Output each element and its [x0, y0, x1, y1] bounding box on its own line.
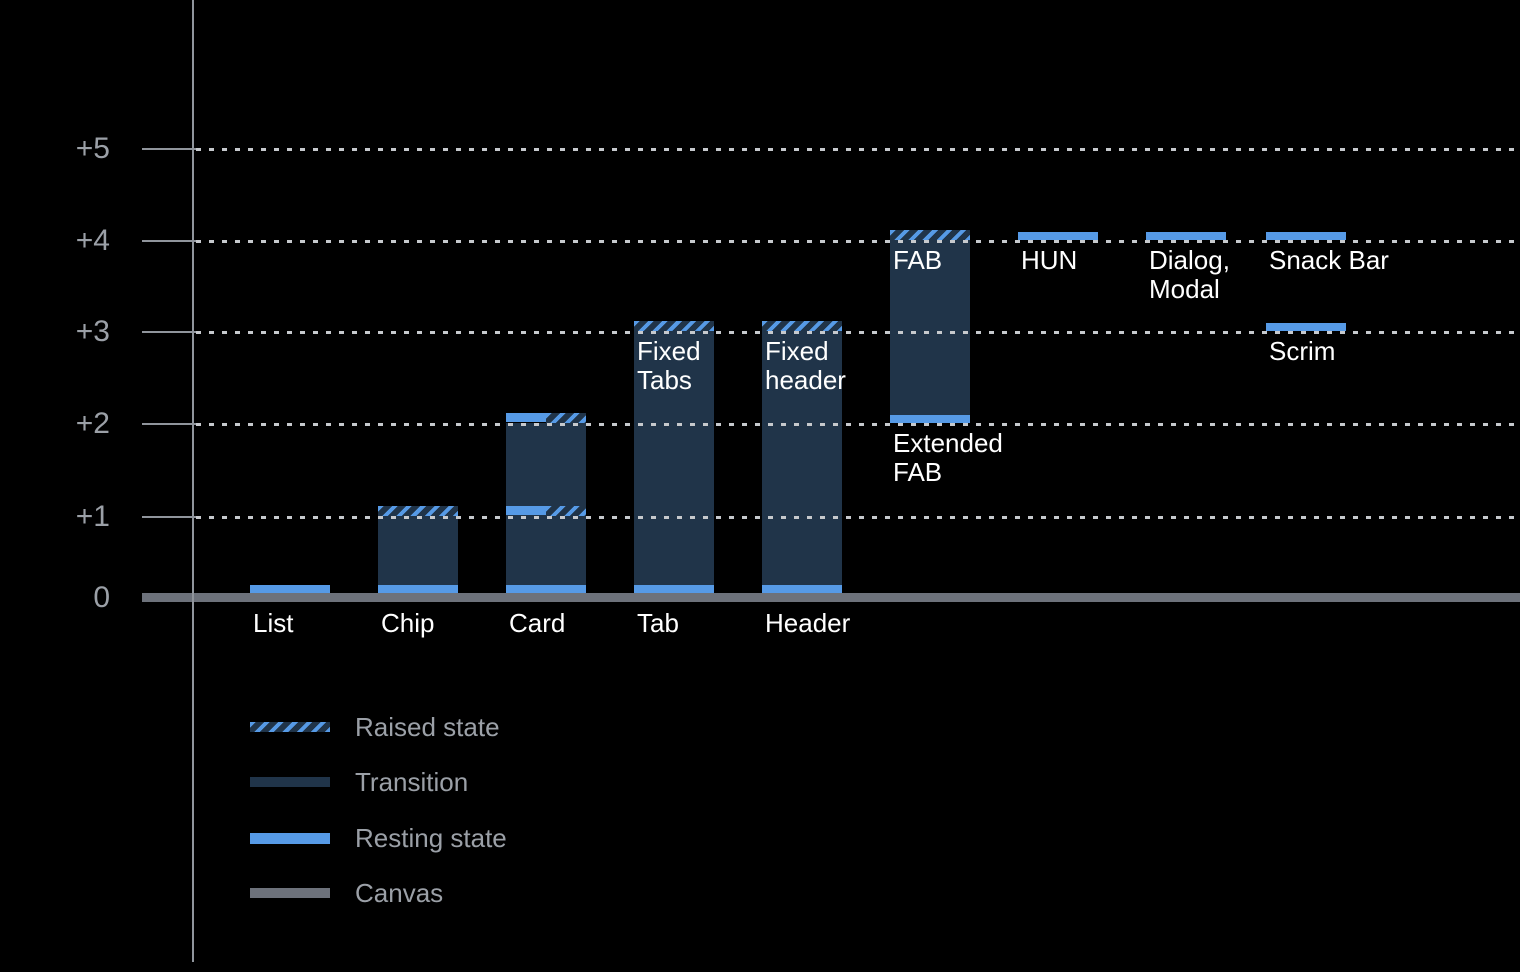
tick-mark-level-2	[142, 423, 196, 425]
bar-list-resting-band	[250, 585, 330, 593]
bar-tab-resting-band	[634, 585, 714, 593]
label-extended-fab-extended-fab: Extended FAB	[893, 428, 1003, 487]
legend-item-canvas: Canvas	[250, 879, 443, 907]
legend-label-canvas: Canvas	[355, 878, 444, 908]
bar-tab-raised-band	[634, 321, 714, 331]
label-dialog-modal-dialog-modal: Dialog, Modal	[1149, 245, 1230, 304]
resting-state-swatch	[250, 832, 330, 844]
gridline-level-5	[196, 148, 1520, 151]
bar-card-raised-half-band	[546, 506, 586, 516]
y-axis-label-0: 0	[93, 581, 110, 614]
bar-chip-raised-band	[378, 506, 458, 516]
gridline-level-1	[196, 516, 1520, 519]
bar-card-resting-half-band	[506, 413, 546, 422]
y-axis-line	[192, 0, 194, 962]
transition-swatch	[250, 777, 330, 787]
label-header-header: Header	[765, 608, 851, 638]
bar-extended-fab-transition	[890, 240, 970, 415]
bar-chip-resting-band	[378, 585, 458, 593]
label-list-list: List	[253, 608, 294, 638]
y-axis-label-3: +3	[75, 315, 110, 348]
label-tab-tab: Tab	[637, 608, 679, 638]
bar-card-resting-band	[506, 585, 586, 593]
bar-header-transition	[762, 331, 842, 585]
bar-card-raised-half-band	[546, 413, 586, 423]
bar-chip-transition	[378, 516, 458, 585]
gridline-level-3	[196, 331, 1520, 334]
tick-mark-level-4	[142, 240, 196, 242]
y-axis-label-4: +4	[75, 224, 110, 257]
label-tab-fixed-tabs: Fixed Tabs	[637, 336, 701, 395]
tick-mark-level-5	[142, 148, 196, 150]
bar-dialog-modal-resting-band	[1146, 232, 1226, 240]
bar-extended-fab-resting-band	[890, 415, 970, 423]
legend-label-transition: Transition	[355, 767, 469, 797]
y-axis-label-5: +5	[75, 132, 110, 165]
bar-extended-fab-raised-band	[890, 230, 970, 240]
canvas-line	[142, 593, 1520, 602]
bar-tab-transition	[634, 331, 714, 585]
legend-label-raised-state: Raised state	[355, 712, 500, 742]
bar-scrim-resting-band	[1266, 323, 1346, 331]
label-card-card: Card	[509, 608, 566, 638]
bar-header-resting-band	[762, 585, 842, 593]
bar-snack-bar-resting-band	[1266, 232, 1346, 240]
label-snack-bar-snack-bar: Snack Bar	[1269, 245, 1389, 275]
raised-state-swatch	[250, 722, 330, 732]
y-axis-label-1: +1	[75, 500, 110, 533]
label-extended-fab-fab: FAB	[893, 245, 943, 275]
label-scrim-scrim: Scrim	[1269, 336, 1336, 366]
bar-hun-resting-band	[1018, 232, 1098, 240]
tick-mark-level-3	[142, 331, 196, 333]
canvas-swatch	[250, 888, 330, 898]
bar-card-resting-half-band	[506, 506, 546, 515]
legend-item-resting-state: Resting state	[250, 824, 507, 852]
tick-mark-level-1	[142, 516, 196, 518]
legend-item-raised-state: Raised state	[250, 713, 500, 741]
bar-card-transition	[506, 423, 586, 585]
label-chip-chip: Chip	[381, 608, 435, 638]
legend-label-resting-state: Resting state	[355, 823, 507, 853]
y-axis-label-2: +2	[75, 407, 110, 440]
label-header-fixed-header: Fixed header	[765, 336, 846, 395]
bar-header-raised-band	[762, 321, 842, 331]
legend-item-transition: Transition	[250, 768, 468, 796]
gridline-level-4	[196, 240, 1520, 243]
label-hun-hun: HUN	[1021, 245, 1078, 275]
gridline-level-2	[196, 423, 1520, 426]
